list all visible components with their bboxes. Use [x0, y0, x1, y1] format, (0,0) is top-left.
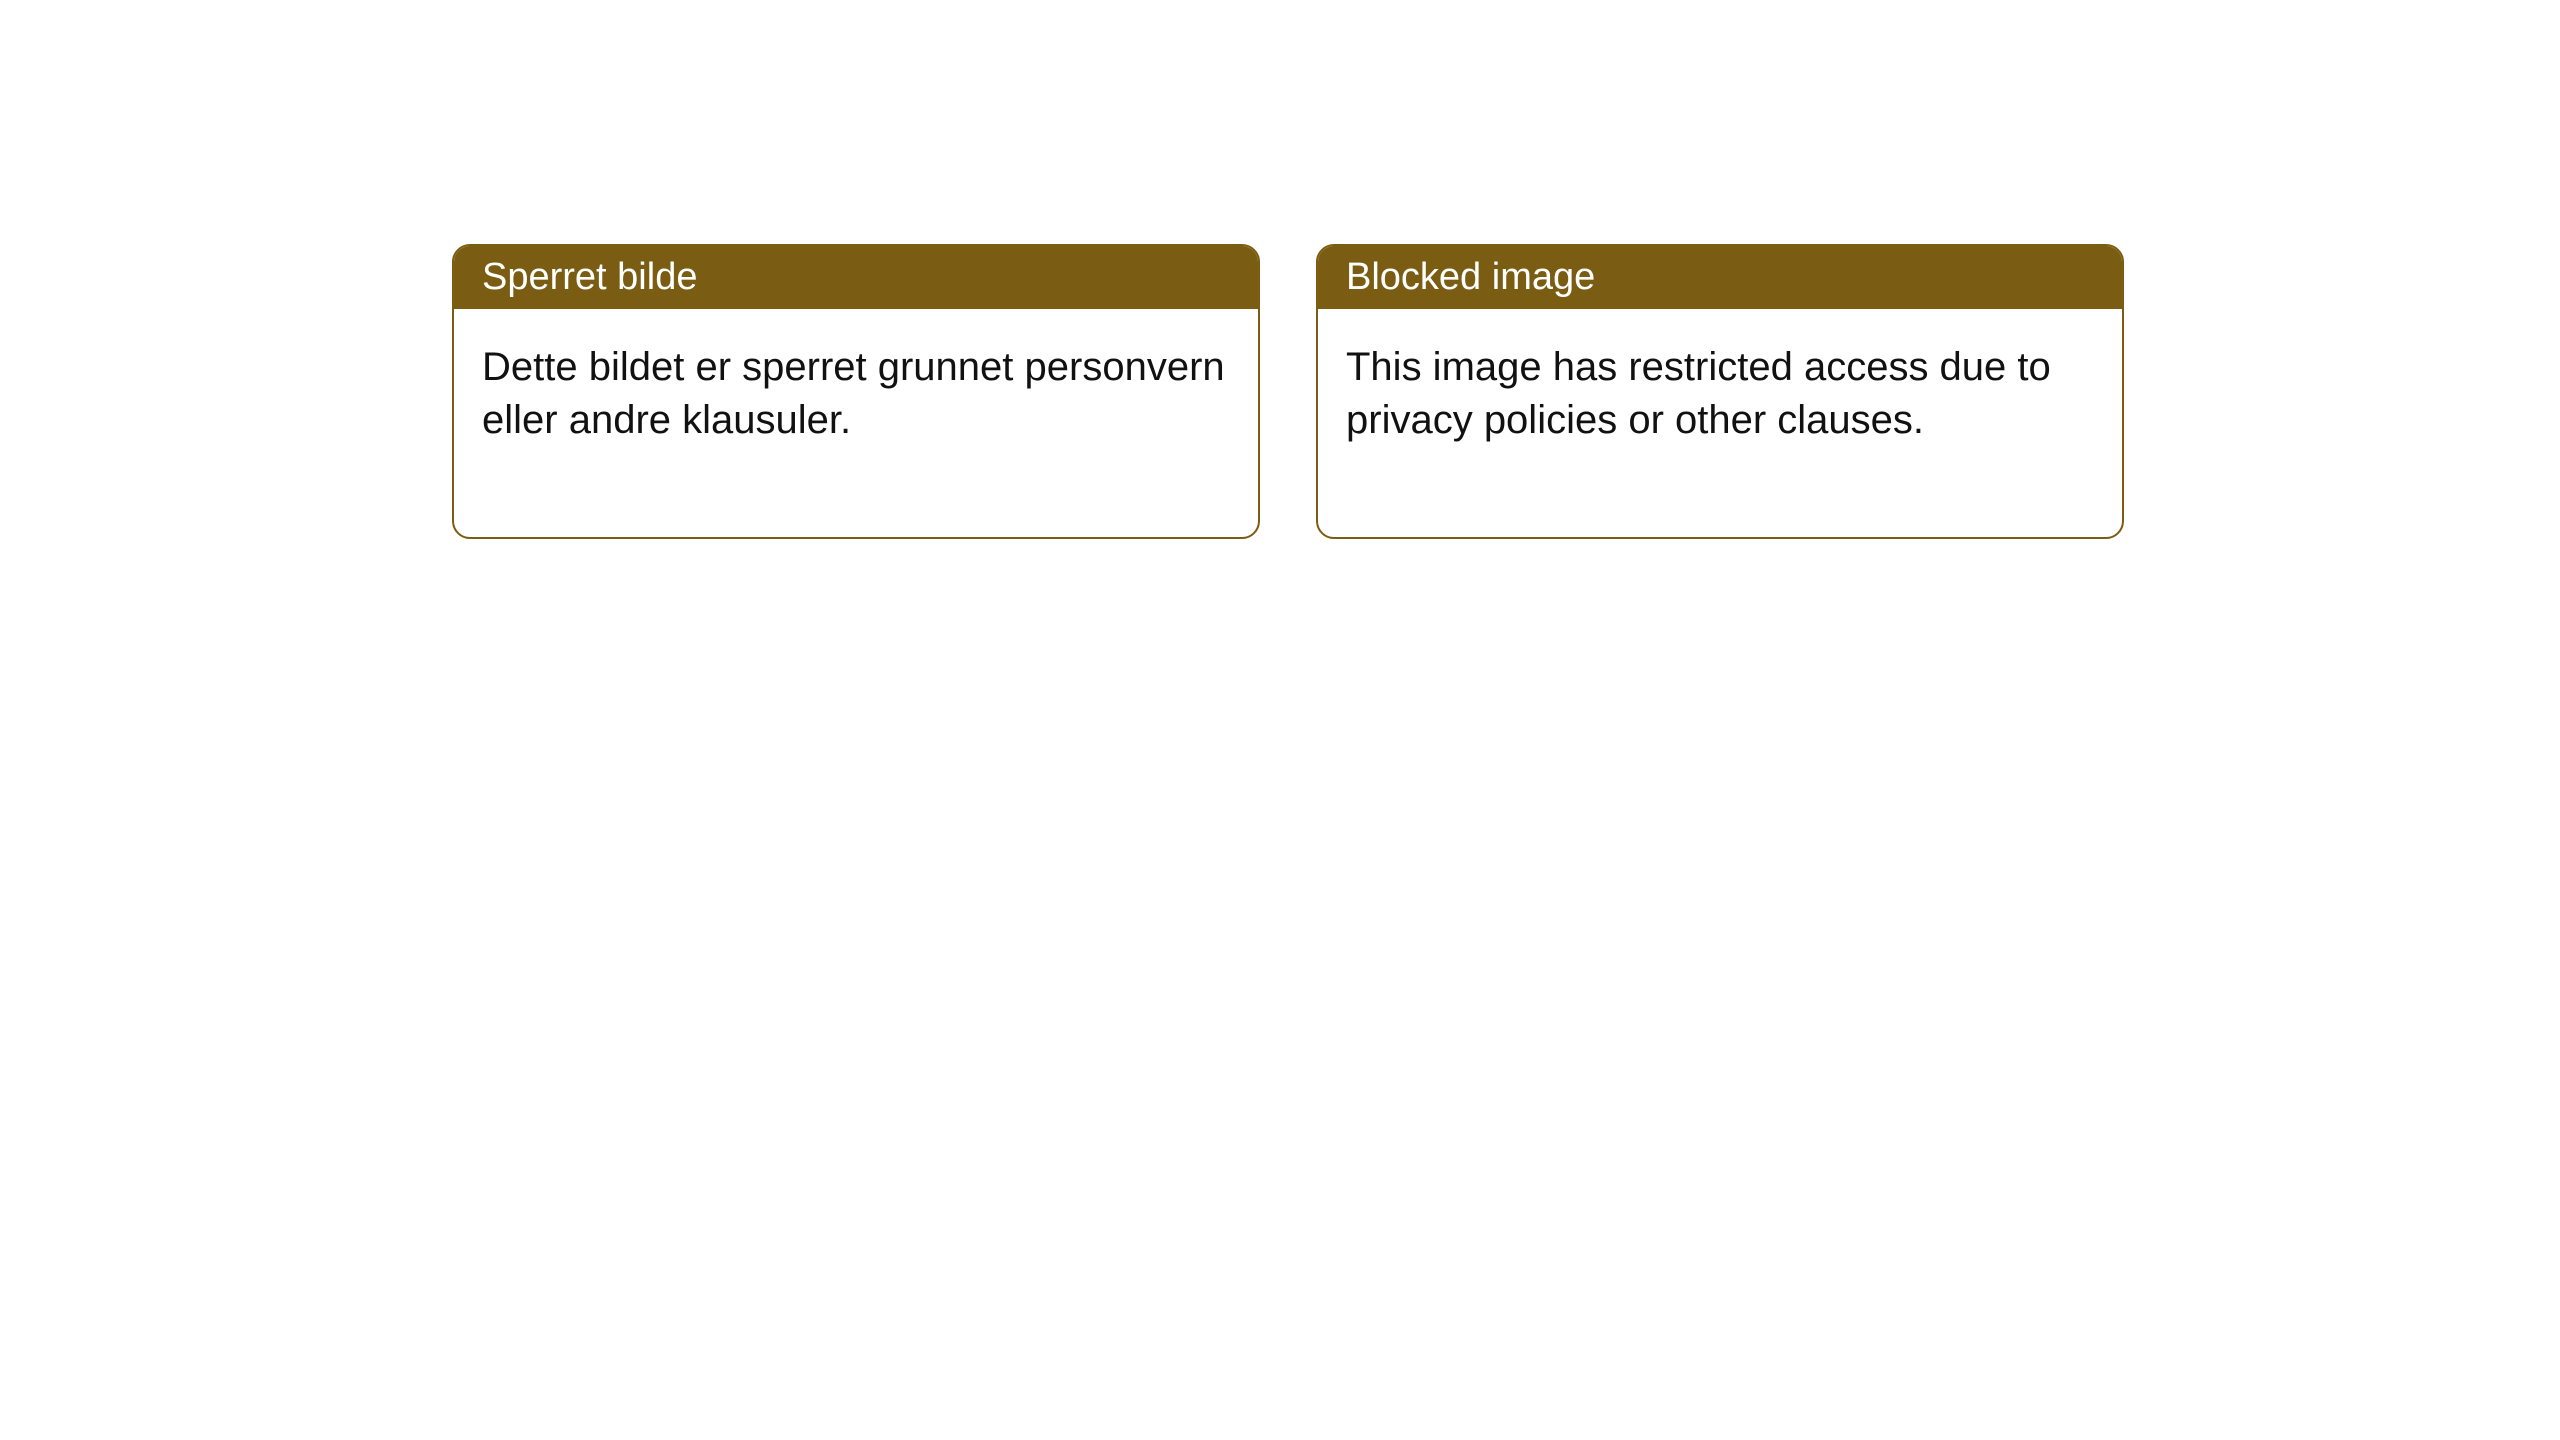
card-body: Dette bildet er sperret grunnet personve…	[454, 309, 1258, 537]
card-title: Sperret bilde	[482, 256, 697, 298]
card-header: Blocked image	[1318, 246, 2122, 309]
blocked-image-notice-container: Sperret bilde Dette bildet er sperret gr…	[452, 244, 2124, 539]
card-title: Blocked image	[1346, 256, 1595, 298]
blocked-image-card-norwegian: Sperret bilde Dette bildet er sperret gr…	[452, 244, 1260, 539]
card-body: This image has restricted access due to …	[1318, 309, 2122, 537]
blocked-image-card-english: Blocked image This image has restricted …	[1316, 244, 2124, 539]
card-message: This image has restricted access due to …	[1346, 345, 2051, 442]
card-message: Dette bildet er sperret grunnet personve…	[482, 345, 1225, 442]
card-header: Sperret bilde	[454, 246, 1258, 309]
